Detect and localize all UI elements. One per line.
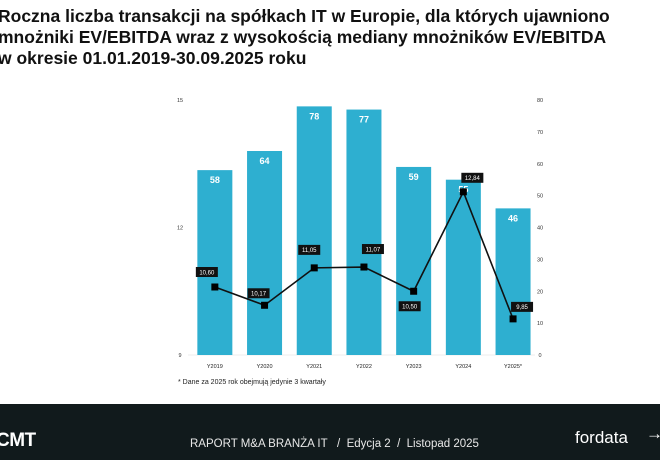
- right-tick-label: 60: [537, 162, 543, 168]
- line-label-box: [398, 301, 421, 312]
- title-line: mnożniki EV/EBITDA wraz z wysokością med…: [0, 27, 607, 47]
- title-line: w okresie 01.01.2019-30.09.2025 roku: [0, 48, 307, 68]
- right-tick-label: 0: [538, 353, 541, 359]
- line-label: 11,05: [302, 248, 317, 254]
- cmt-logo: CMT: [0, 430, 36, 451]
- category-label: Y2023: [406, 364, 422, 370]
- bar-label: 78: [309, 111, 319, 121]
- line-label-box: [361, 244, 384, 255]
- line-label: 10,60: [199, 270, 215, 276]
- title-line: Roczna liczba transakcji na spółkach IT …: [0, 6, 610, 26]
- category-label: Y2025*: [504, 364, 523, 370]
- category-label: Y2024: [455, 364, 471, 370]
- report-info: RAPORT M&A BRANŻA IT / Edycja 2 / Listop…: [190, 438, 479, 450]
- category-label: Y2019: [207, 364, 223, 370]
- line-marker: [211, 283, 219, 291]
- chart-title: Roczna liczba transakcji na spółkach IT …: [0, 6, 660, 69]
- line-marker: [410, 287, 418, 295]
- bar: [247, 151, 283, 355]
- left-tick-label: 12: [177, 226, 183, 232]
- category-label: Y2022: [356, 364, 372, 370]
- line-label: 11,07: [366, 247, 381, 253]
- line-label-box: [298, 244, 321, 255]
- right-tick-label: 40: [537, 226, 543, 232]
- bar: [396, 166, 432, 355]
- line-label: 10,50: [402, 305, 418, 311]
- line-marker: [360, 263, 368, 271]
- bar-label: 64: [260, 156, 270, 166]
- line-label-box: [461, 172, 484, 183]
- right-tick-label: 10: [537, 321, 543, 327]
- line-marker: [261, 301, 269, 309]
- right-tick-label: 50: [537, 194, 543, 200]
- bar-label: 77: [359, 115, 369, 125]
- footer: CMT RAPORT M&A BRANŻA IT / Edycja 2 / Li…: [0, 404, 660, 460]
- line-label: 10,17: [251, 292, 267, 298]
- line-marker: [509, 315, 517, 323]
- right-tick-label: 20: [537, 289, 543, 295]
- right-tick-label: 70: [537, 130, 543, 136]
- footnote: * Dane za 2025 rok obejmują jedynie 3 kw…: [178, 379, 326, 386]
- category-label: Y2020: [257, 364, 273, 370]
- bar-label: 46: [508, 213, 518, 223]
- bar: [445, 179, 481, 355]
- bar-label: 59: [409, 172, 419, 182]
- left-tick-label: 15: [177, 98, 183, 104]
- bar: [346, 109, 382, 355]
- arrow-icon: →: [646, 424, 660, 443]
- line-label-box: [195, 267, 218, 277]
- bar: [296, 106, 332, 355]
- line-label: 9,85: [516, 305, 528, 311]
- bar-label: 58: [210, 175, 220, 185]
- line-label: 12,84: [465, 176, 481, 182]
- line-marker: [459, 188, 467, 196]
- right-tick-label: 80: [537, 98, 543, 104]
- category-label: Y2021: [306, 364, 322, 370]
- bar: [197, 170, 233, 355]
- bar: [495, 208, 531, 355]
- chart: 9 12 15 0 10 20 30 40 50 60 70 80 58 Y2019 64 Y2020 78 Y2…: [177, 98, 543, 370]
- line-label-box: [247, 288, 270, 299]
- line-marker: [310, 264, 318, 272]
- fordata-logo: fordata: [575, 428, 628, 447]
- right-tick-label: 30: [537, 257, 543, 263]
- line-label-box: [511, 301, 534, 312]
- left-tick-label: 9: [178, 353, 181, 359]
